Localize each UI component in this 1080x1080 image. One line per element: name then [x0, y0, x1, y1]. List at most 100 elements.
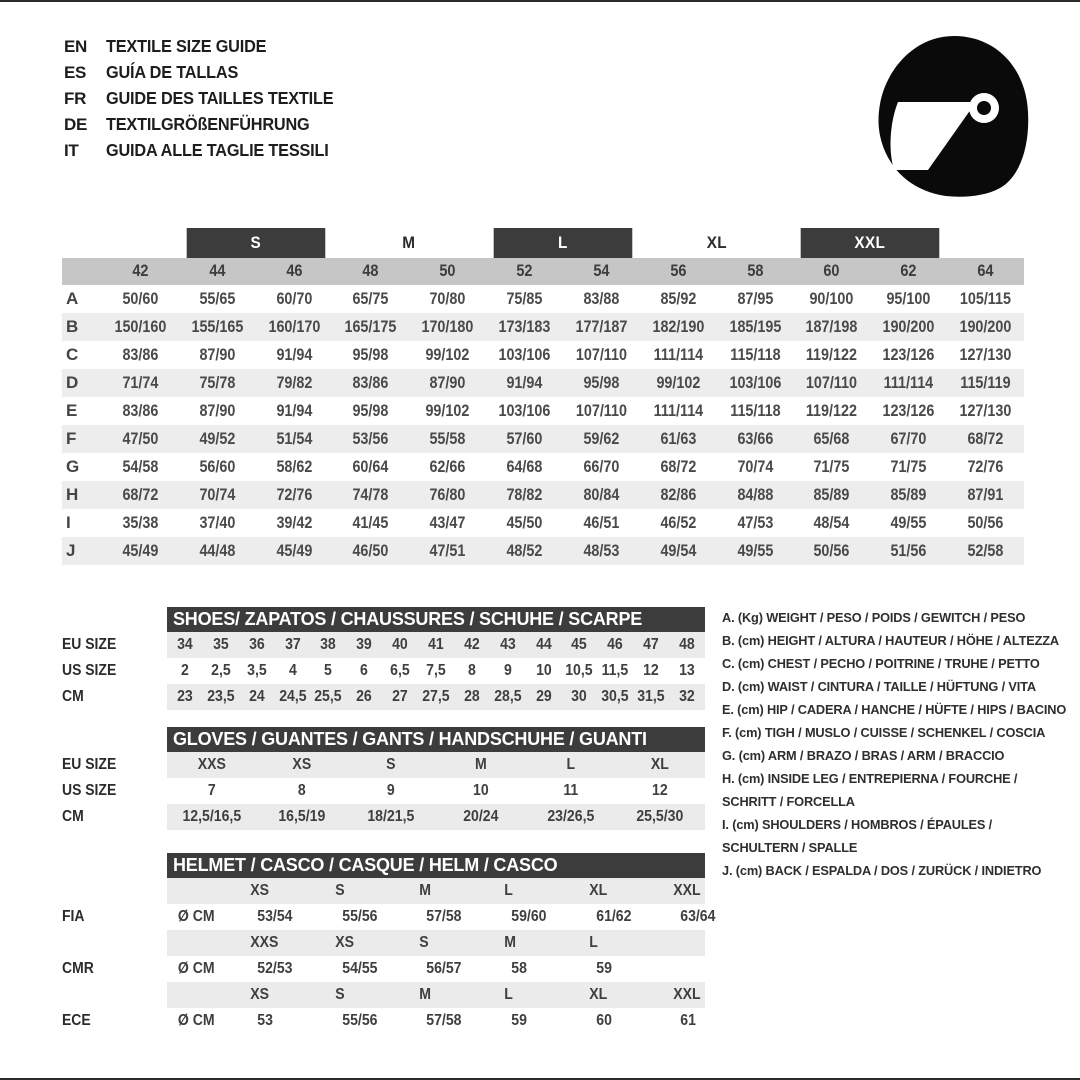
table-cell: 59: [511, 1012, 527, 1029]
table-cell: 83/86: [122, 401, 159, 420]
helmet-value-row: FIA Ø CM 53/54 55/56 57/58 59/60 61/62 63/64: [62, 904, 716, 930]
table-cell: 47/53: [737, 513, 774, 532]
table-cell: 61/62: [595, 908, 632, 925]
table-cell: 85/89: [813, 485, 850, 504]
table-cell: 127/130: [959, 401, 1012, 420]
table-cell: 187/198: [805, 317, 858, 336]
legend-line: C. (cm) CHEST / PECHO / POITRINE / TRUHE…: [722, 656, 1040, 671]
table-cell: 12,5/16,5: [182, 808, 242, 825]
table-cell: 68/72: [967, 429, 1004, 448]
table-row: B 150/160 155/165 160/170 165/175 170/180 173/…: [62, 313, 1024, 341]
table-cell: 58/62: [276, 457, 313, 476]
table-cell: 3,5: [246, 662, 267, 679]
table-cell: 47/50: [122, 429, 159, 448]
table-row: EU SIZE 34 35 36 37 38 39 40 41 42 43 44 45 46 47 48: [62, 632, 705, 658]
table-cell: 28: [463, 688, 480, 705]
table-cell: 48/53: [583, 541, 620, 560]
shoes-row-label: EU SIZE: [62, 636, 117, 653]
measurement-row-label: I: [66, 513, 71, 532]
table-cell: 75/85: [506, 289, 543, 308]
table-cell: 16,5/19: [277, 808, 325, 825]
table-cell: 70/80: [429, 289, 466, 308]
gloves-table-title: GLOVES / GUANTES / GANTS / HANDSCHUHE / …: [167, 727, 705, 752]
table-cell: 24: [248, 688, 265, 705]
table-cell: 115/118: [729, 345, 781, 364]
table-cell: 49/54: [660, 541, 697, 560]
helmet-size-label: L: [588, 934, 598, 951]
table-cell: 60: [595, 1012, 612, 1029]
shoes-table-title: SHOES/ ZAPATOS / CHAUSSURES / SCHUHE / S…: [167, 607, 705, 632]
helmet-size-label: XXL: [673, 882, 701, 899]
table-cell: 52/53: [257, 960, 293, 977]
helmet-size-label: XXS: [250, 934, 279, 951]
shoes-row-label: CM: [62, 688, 84, 705]
table-cell: 37: [284, 636, 301, 653]
helmet-size-row: XS S M L XL XXL: [167, 982, 705, 1008]
table-cell: 61/63: [660, 429, 697, 448]
helmet-size-row: XXS XS S M L: [167, 930, 705, 956]
table-cell: L: [566, 756, 575, 773]
table-cell: 35/38: [122, 513, 159, 532]
table-cell: 91/94: [276, 401, 313, 420]
table-cell: 95/98: [352, 345, 389, 364]
table-cell: 56/60: [199, 457, 236, 476]
helmet-size-label: S: [334, 986, 345, 1003]
table-cell: 39/42: [276, 513, 313, 532]
table-cell: 27,5: [422, 688, 450, 705]
table-cell: 177/187: [575, 317, 628, 336]
table-cell: 32: [679, 688, 695, 705]
helmet-table-title: HELMET / CASCO / CASQUE / HELM / CASCO: [167, 853, 705, 878]
helmet-size-label: M: [419, 986, 432, 1003]
numeric-size-header: 60: [823, 262, 840, 280]
table-cell: 36: [248, 636, 265, 653]
table-cell: 87/95: [737, 289, 774, 308]
language-row: DE TEXTILGRÖßENFÜHRUNG: [64, 114, 584, 140]
table-cell: 48/54: [813, 513, 850, 532]
numeric-size-header: 42: [132, 262, 149, 280]
table-cell: 87/90: [199, 401, 236, 420]
table-cell: 95/98: [352, 401, 389, 420]
table-row: CM 12,5/16,5 16,5/19 18/21,5 20/24 23/26,5 25,…: [62, 804, 705, 830]
table-cell: 95/100: [886, 289, 931, 308]
table-cell: 42: [463, 636, 480, 653]
table-cell: 45/50: [506, 513, 543, 532]
table-cell: 37/40: [199, 513, 236, 532]
legend-line: B. (cm) HEIGHT / ALTURA / HAUTEUR / HÖHE…: [722, 633, 1059, 648]
helmet-size-label: S: [334, 882, 345, 899]
helmet-standard-label: CMR: [62, 960, 94, 977]
table-cell: 87/91: [967, 485, 1004, 504]
table-cell: 20/24: [463, 808, 499, 825]
table-cell: 9: [387, 782, 396, 799]
table-cell: 107/110: [575, 401, 627, 420]
table-cell: 50/60: [122, 289, 159, 308]
table-cell: 51/56: [890, 541, 927, 560]
table-cell: 68/72: [122, 485, 159, 504]
table-cell: 71/75: [813, 457, 850, 476]
language-title-block: EN TEXTILE SIZE GUIDE ES GUÍA DE TALLAS FR GU…: [64, 36, 584, 166]
legend-line: E. (cm) HIP / CADERA / HANCHE / HÜFTE / …: [722, 702, 1067, 717]
table-cell: 65/75: [352, 289, 389, 308]
table-cell: 23,5: [207, 688, 235, 705]
table-cell: 41/45: [352, 513, 389, 532]
gloves-row-label: US SIZE: [62, 782, 117, 799]
table-cell: 11: [563, 782, 578, 799]
table-cell: 87/90: [429, 373, 466, 392]
table-cell: 30: [571, 688, 588, 705]
helmet-unit-label: Ø CM: [177, 960, 215, 977]
table-cell: 59/62: [583, 429, 620, 448]
table-cell: 67/70: [890, 429, 927, 448]
table-cell: 65/68: [813, 429, 850, 448]
table-row: J 45/49 44/48 45/49 46/50 47/51 48/52 48/53 49/5…: [62, 537, 1024, 565]
helmet-size-label: L: [504, 882, 513, 899]
table-cell: 115/118: [729, 401, 781, 420]
table-cell: 41: [428, 636, 444, 653]
table-cell: 2,5: [210, 662, 231, 679]
table-cell: 44/48: [199, 541, 236, 560]
helmet-standard-label: ECE: [62, 1012, 91, 1029]
table-cell: 103/106: [498, 401, 551, 420]
table-cell: 190/200: [959, 317, 1012, 336]
table-cell: 62/66: [429, 457, 466, 476]
table-cell: 78/82: [506, 485, 543, 504]
measurement-row-label: H: [66, 485, 79, 504]
